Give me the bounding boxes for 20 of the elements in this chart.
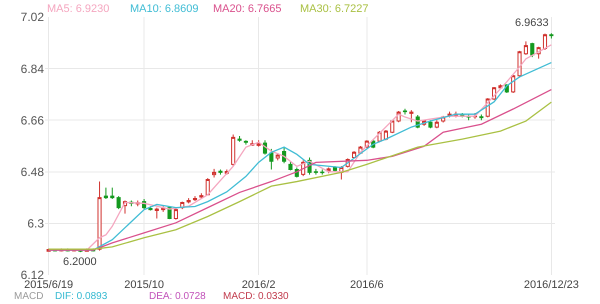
- annotation: 6.9633: [515, 17, 549, 29]
- y-tick-label: 6.3: [27, 216, 44, 231]
- y-tick-label: 6.48: [20, 165, 44, 179]
- x-tick-label: 2016/12/23: [524, 279, 579, 291]
- x-tick-label: 2015/6/19: [24, 279, 74, 291]
- text: MA5: 6.9230: [47, 3, 110, 15]
- text: MACD: 0.0330: [223, 291, 290, 302]
- text: MA20: 6.7665: [213, 3, 282, 15]
- x-tick-label: 2016/2: [242, 279, 276, 291]
- text: DIF: 0.0893: [55, 291, 108, 302]
- y-tick-label: 7.02: [20, 10, 44, 24]
- y-tick-label: 6.84: [20, 62, 44, 76]
- y-tick-label: 6.66: [20, 113, 44, 128]
- text: MACD: [14, 291, 44, 302]
- x-tick-label: 2016/6: [350, 279, 384, 291]
- text: MA10: 6.8609: [130, 3, 198, 15]
- text: DEA: 0.0728: [149, 291, 206, 302]
- annotation: 6.2000: [63, 256, 97, 268]
- text: MA30: 6.7227: [300, 3, 368, 15]
- x-tick-label: 2015/10: [124, 279, 164, 291]
